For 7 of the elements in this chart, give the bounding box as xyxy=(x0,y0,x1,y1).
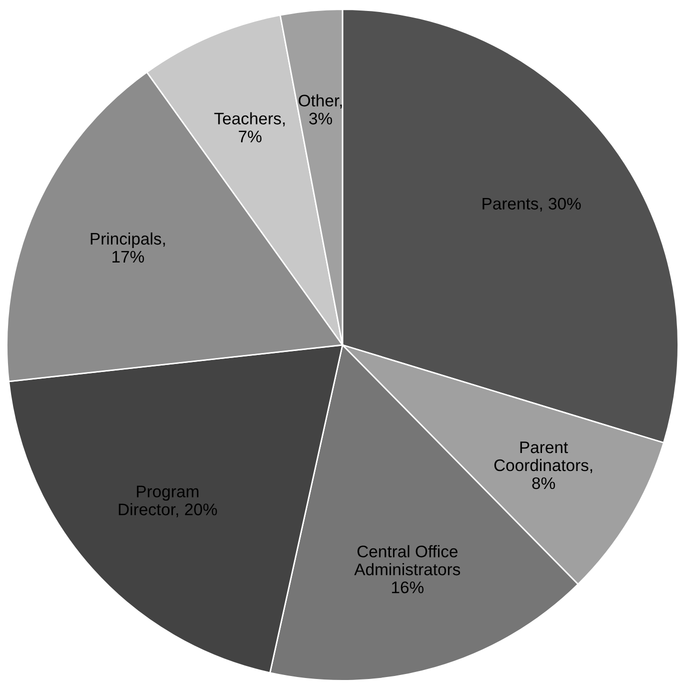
slice-label: Teachers, 7% xyxy=(214,112,285,142)
slice-label: Parent Coordinators, 8% xyxy=(494,442,592,490)
slice-label: Parents, 30% xyxy=(482,198,581,212)
slice-label: Program Director, 20% xyxy=(118,486,217,518)
slice-label: Other, 3% xyxy=(298,94,342,124)
slice-label: Principals, 17% xyxy=(90,232,165,263)
slice-label: Central Office Administrators 16% xyxy=(354,545,460,594)
